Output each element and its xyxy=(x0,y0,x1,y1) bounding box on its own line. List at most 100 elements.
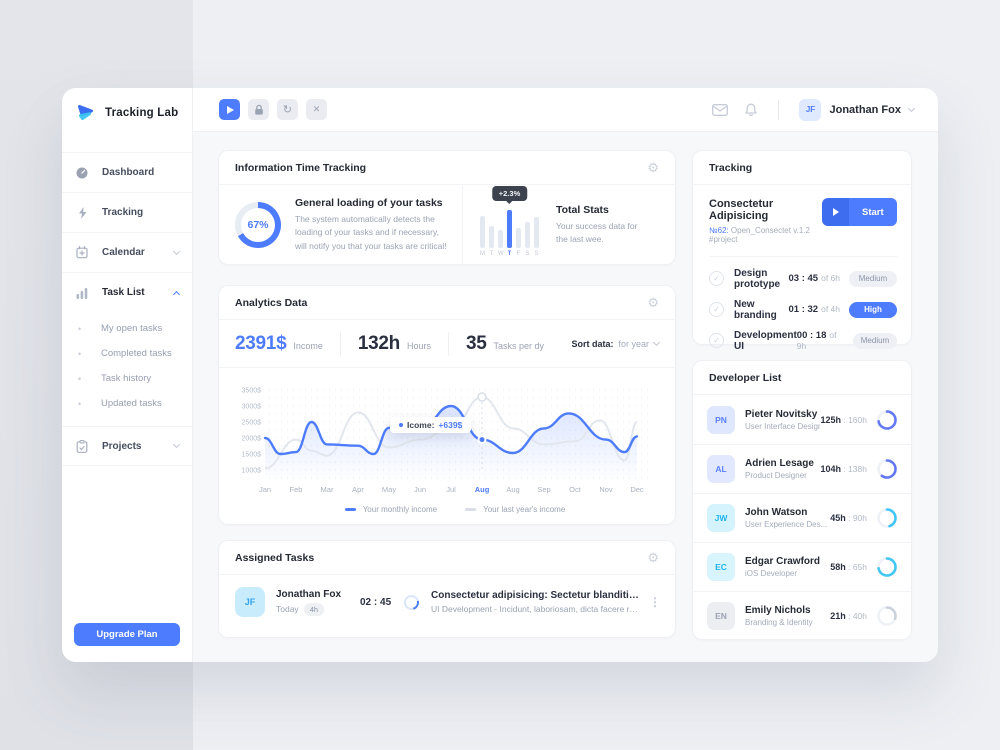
task-timer: 02 : 45 xyxy=(360,596,392,608)
mini-bar xyxy=(534,216,539,248)
project-title: Consectetur Adipisicing xyxy=(709,198,774,222)
close-icon: ✕ xyxy=(312,104,321,114)
priority-badge: High xyxy=(849,301,897,318)
chart-legend: Your monthly income Your last year's inc… xyxy=(235,505,675,514)
sidebar: Tracking Lab Dashboard Tracking Calendar xyxy=(62,88,193,662)
start-button[interactable]: Start xyxy=(821,198,897,226)
assignee-name: Jonathan Fox xyxy=(276,588,342,600)
lastyear-marker xyxy=(477,392,487,402)
gear-icon[interactable]: ⚙ xyxy=(647,160,659,175)
card-title: Assigned Tasks xyxy=(235,551,315,564)
developer-row[interactable]: EC Edgar Crawford iOS Developer 58h : 65h xyxy=(693,542,911,591)
sidebar-item-calendar[interactable]: Calendar xyxy=(62,232,192,272)
svg-text:3000$: 3000$ xyxy=(242,404,262,411)
avatar: PN xyxy=(707,405,735,434)
sidebar-subitem-updated-tasks[interactable]: Updated tasks xyxy=(62,391,192,416)
chevron-down-icon xyxy=(172,247,181,255)
refresh-button[interactable]: ↻ xyxy=(277,99,298,120)
lock-button[interactable] xyxy=(248,99,269,120)
developer-row[interactable]: AL Adrien Lesage Product Designer 104h : … xyxy=(693,444,911,493)
progress-spinner-icon xyxy=(401,591,422,613)
svg-text:Dec: Dec xyxy=(630,485,644,494)
stats-tooltip: +2.3% xyxy=(491,185,528,201)
tracking-task-row[interactable]: ✓ New branding 01 : 32 of 4h High xyxy=(709,294,897,325)
hours: 58h : 65h xyxy=(830,562,867,572)
gear-icon[interactable]: ⚙ xyxy=(647,550,659,565)
mini-bars xyxy=(480,208,542,248)
hours: 21h : 40h xyxy=(830,611,867,621)
y-axis-ticks: 3500$ 3000$ 2500$ 2000$ 1500$ 1000$ xyxy=(242,388,262,475)
mail-button[interactable] xyxy=(712,103,729,116)
stop-button[interactable]: ✕ xyxy=(306,99,327,120)
income-area xyxy=(265,406,637,482)
task-title: Consectetur adipisicing: Sectetur blandi… xyxy=(431,590,641,601)
sidebar-subitem-completed-tasks[interactable]: Completed tasks xyxy=(62,341,192,366)
task-row[interactable]: JF Jonathan Fox Today 4h 02 : 45 Consect… xyxy=(219,575,675,629)
task-time: 01 : 32 of 4h xyxy=(788,304,840,315)
check-circle-icon[interactable]: ✓ xyxy=(709,333,724,348)
progress-ring xyxy=(877,606,897,626)
developer-row[interactable]: PN Pieter Novitsky User Interface Design … xyxy=(693,395,911,444)
check-circle-icon[interactable]: ✓ xyxy=(709,302,724,317)
developer-row[interactable]: EN Emily Nichols Branding & Identity 21h … xyxy=(693,591,911,640)
info-time-tracking-card: Information Time Tracking ⚙ 67% General … xyxy=(218,150,676,265)
sidebar-subitem-task-history[interactable]: Task history xyxy=(62,366,192,391)
check-circle-icon[interactable]: ✓ xyxy=(709,271,724,286)
play-button[interactable] xyxy=(219,99,240,120)
sort-data-dropdown[interactable]: Sort data: for year xyxy=(571,338,661,349)
duration-badge: 4h xyxy=(303,602,325,616)
refresh-icon: ↻ xyxy=(282,104,293,116)
assigned-tasks-card: Assigned Tasks ⚙ JF Jonathan Fox Today 4… xyxy=(218,540,676,638)
mini-bar xyxy=(516,227,521,248)
avatar: JF xyxy=(235,587,265,617)
mini-bar xyxy=(489,225,494,248)
upgrade-plan-button[interactable]: Upgrade Plan xyxy=(74,623,180,646)
developer-row[interactable]: JW John Watson User Experience Des... 45h… xyxy=(693,493,911,542)
sidebar-item-label: Projects xyxy=(102,440,142,452)
task-time: 03 : 45 of 6h xyxy=(788,273,840,284)
sidebar-item-tracking[interactable]: Tracking xyxy=(62,192,192,232)
sidebar-item-task-list[interactable]: Task List xyxy=(62,272,192,312)
chart-tooltip: Icome: +639$ xyxy=(390,416,472,433)
legend-swatch xyxy=(465,508,477,511)
sidebar-item-projects[interactable]: Projects xyxy=(62,426,192,466)
svg-text:Aug: Aug xyxy=(475,485,490,494)
mini-bar xyxy=(525,221,530,248)
calendar-icon xyxy=(75,246,89,259)
sidebar-item-label: Dashboard xyxy=(102,167,155,178)
notifications-button[interactable] xyxy=(744,103,758,117)
developer-list-card: Developer List PN Pieter Novitsky User In… xyxy=(692,360,912,640)
legend-swatch xyxy=(344,508,356,511)
user-menu[interactable]: JF Jonathan Fox xyxy=(799,98,916,121)
divider xyxy=(709,256,897,257)
sidebar-item-label: Tracking xyxy=(102,207,144,218)
kebab-menu-icon[interactable]: ⋮ xyxy=(649,595,661,609)
progress-ring xyxy=(877,409,897,430)
tasks-value: 35 xyxy=(465,332,487,354)
svg-text:Sep: Sep xyxy=(537,485,550,494)
tracking-card: Tracking Consectetur Adipisicing №62: Op… xyxy=(692,150,912,352)
tracking-task-row[interactable]: ✓ Design prototype 03 : 45 of 6h Medium xyxy=(709,263,897,294)
gear-icon[interactable]: ⚙ xyxy=(647,295,659,310)
avatar: JW xyxy=(707,504,735,532)
timer-controls: ↻ ✕ xyxy=(219,99,327,120)
task-subtitle: UI Development - Incidunt, laboriosam, d… xyxy=(431,604,641,614)
developer-rows: PN Pieter Novitsky User Interface Design … xyxy=(693,395,911,640)
tracking-task-row[interactable]: ✓ Development UI 00 : 18 of 9h Medium xyxy=(709,325,897,356)
task-time: 00 : 18 of 9h xyxy=(796,329,837,351)
priority-badge: Medium xyxy=(853,332,897,349)
svg-text:May: May xyxy=(382,485,396,494)
svg-text:Aug: Aug xyxy=(506,485,519,494)
svg-text:Apr: Apr xyxy=(352,485,364,494)
svg-text:1000$: 1000$ xyxy=(242,468,262,475)
stats-heading: Total Stats xyxy=(556,203,609,216)
card-title: Information Time Tracking xyxy=(235,161,367,174)
bell-icon xyxy=(745,103,758,116)
sidebar-subitem-my-open-tasks[interactable]: My open tasks xyxy=(62,316,192,341)
sidebar-item-dashboard[interactable]: Dashboard xyxy=(62,152,192,192)
dashboard-icon xyxy=(75,167,89,179)
loading-donut: 67% xyxy=(235,202,281,248)
x-axis-labels: Jan Feb Mar Apr May Jun Jul Aug Aug Sep Oct Nov Dec xyxy=(259,485,644,494)
